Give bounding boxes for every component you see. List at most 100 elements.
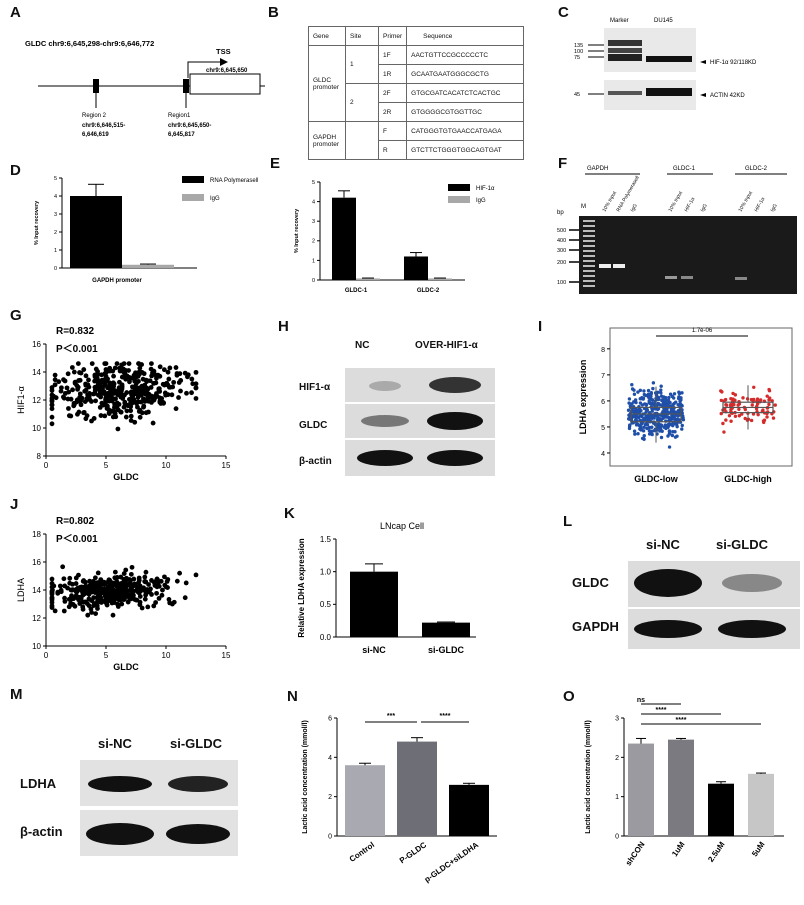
scatter-point <box>137 365 143 371</box>
scatter-point <box>107 365 113 371</box>
scatter-point <box>86 596 92 602</box>
box-point <box>632 429 637 433</box>
box-point <box>677 390 681 394</box>
scatter-point <box>118 574 124 580</box>
box-point <box>646 388 651 393</box>
y-tick-label: 10 <box>32 642 41 651</box>
y-axis-label: LDHA expression <box>578 360 588 435</box>
scatter-point <box>96 585 102 591</box>
primer-cell: 2F <box>377 83 408 103</box>
panel-label-o: O <box>563 688 575 705</box>
scatter-point <box>93 398 98 404</box>
scatter-point <box>124 390 130 395</box>
y-tick-label: 4 <box>54 194 57 200</box>
panel-label-h: H <box>278 318 289 335</box>
box-point <box>743 407 748 412</box>
box-point <box>672 392 677 396</box>
group-gldc2-label: GLDC-2 <box>745 166 768 172</box>
scatter-point <box>105 376 110 382</box>
box-point <box>647 401 651 405</box>
box-point <box>671 423 675 428</box>
scatter-point <box>55 589 61 595</box>
scatter-point <box>127 588 133 593</box>
box-point <box>642 392 647 397</box>
scatter-point <box>121 404 127 410</box>
chart-title: LNcap Cell <box>380 521 424 531</box>
table-row: R GTCTTCTGGGTGGCAGTGAT <box>309 140 525 160</box>
scatter-point <box>143 579 149 585</box>
scatter-point <box>85 397 90 402</box>
y-tick-label: 1 <box>54 248 57 254</box>
box-point <box>664 426 668 431</box>
scatter-point <box>130 394 136 399</box>
scatter-point <box>123 368 128 373</box>
tss-label: TSS <box>216 47 231 56</box>
box-point <box>662 395 666 399</box>
scatter-point <box>83 382 89 388</box>
scatter-point <box>115 392 121 398</box>
box-point <box>663 423 668 427</box>
scatter-point <box>129 564 135 570</box>
scatter-point <box>173 406 179 412</box>
scatter-point <box>137 414 143 420</box>
scatter-point <box>77 601 83 606</box>
box-point <box>650 432 654 437</box>
scatter-point <box>69 587 75 593</box>
scatter-point <box>83 599 88 605</box>
scatter-point <box>190 381 196 387</box>
scatter-point <box>107 597 113 603</box>
scatter-point <box>157 373 163 379</box>
bar <box>668 739 694 836</box>
exon-box <box>189 73 261 95</box>
scatter-point <box>136 590 142 596</box>
box-point <box>638 427 642 431</box>
x-tick-label: GLDC-high <box>724 474 772 484</box>
legend-swatch <box>448 196 470 203</box>
band <box>634 620 702 638</box>
scatter-point <box>152 395 158 401</box>
scatter-point <box>73 581 79 586</box>
band <box>735 277 747 280</box>
box-point <box>737 407 741 411</box>
scatter-point <box>110 368 116 374</box>
y-tick-label: 8 <box>37 452 42 461</box>
scatter-point <box>127 596 133 602</box>
box-point <box>651 386 655 391</box>
box-point <box>731 391 735 396</box>
plot-frame <box>609 327 793 467</box>
scatter-point <box>52 372 58 378</box>
box-point <box>767 396 772 400</box>
scatter-point <box>81 367 87 372</box>
legend-swatch <box>182 176 204 183</box>
scatter-point <box>78 402 84 408</box>
gel-lanes <box>583 220 747 287</box>
box-point <box>633 398 638 402</box>
box-point <box>724 418 728 422</box>
sequence-cell: GCAATGAATGGGCGCTG <box>406 64 525 84</box>
scatter-point <box>119 601 125 607</box>
scatter-point <box>49 590 55 596</box>
scatter-point <box>115 426 121 432</box>
box-point <box>636 432 640 436</box>
scatter-point <box>106 407 112 413</box>
y-tick-label: 1 <box>615 794 619 801</box>
scatter-point <box>91 595 97 601</box>
scatter-point <box>116 597 121 603</box>
band <box>665 276 677 279</box>
scatter-point <box>92 378 98 384</box>
scatter-point <box>128 571 134 577</box>
bar <box>332 197 356 280</box>
scatter-point <box>74 595 80 601</box>
x-tick-label: 10 <box>162 651 171 660</box>
scatter-point <box>110 612 116 618</box>
y-tick-label: 0 <box>615 833 619 840</box>
arrow-left-icon <box>700 93 706 97</box>
y-axis-label: Relative LDHA expression <box>297 538 306 637</box>
y-tick-label: 5 <box>312 180 315 186</box>
y-tick-label: 1.5 <box>320 535 332 544</box>
annotation-p: P＜0.001 <box>56 343 98 355</box>
bar <box>350 571 398 637</box>
box-point <box>762 420 766 425</box>
scatter-point <box>112 569 118 575</box>
lane-label: HIF-1α <box>684 197 697 213</box>
